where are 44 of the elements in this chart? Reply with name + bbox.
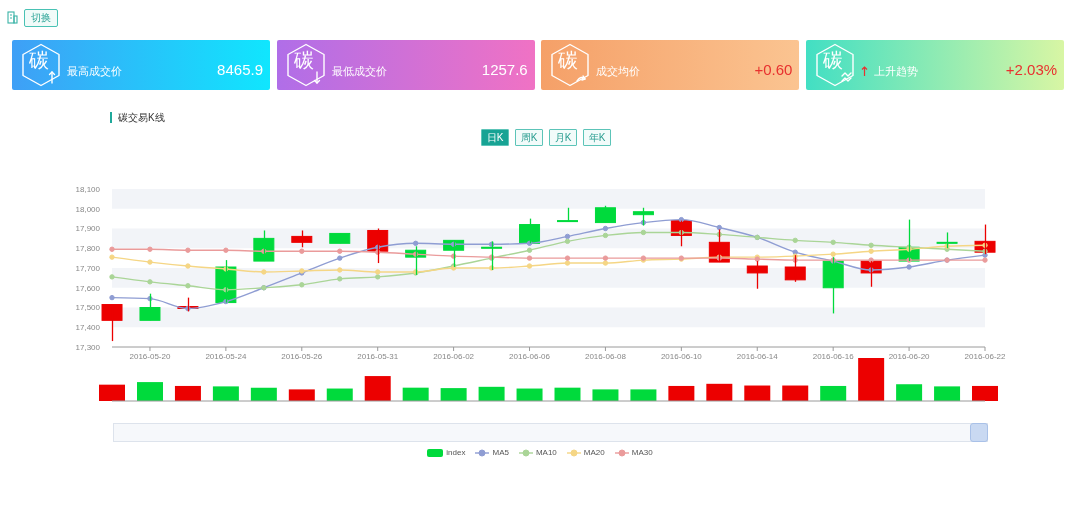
x-tick-label: 2016-06-02: [433, 351, 475, 361]
x-tick-label: 2016-05-24: [205, 351, 247, 361]
x-tick-label: 2016-05-20: [129, 351, 171, 361]
y-tick-label: 17,600: [75, 283, 101, 293]
category-label: 最高成交价: [67, 64, 122, 78]
y-tick-label: 17,500: [75, 303, 101, 313]
legend-label: MA10: [535, 447, 557, 459]
x-tick-label: 2016-06-20: [888, 351, 931, 361]
legend-label: MA30: [631, 447, 653, 459]
text: 切换: [31, 12, 51, 23]
legend-label: MA20: [583, 447, 605, 459]
text: 碳: [29, 49, 49, 71]
legend-label: index: [446, 447, 466, 459]
y-tick-label: 18,000: [75, 204, 101, 214]
text: 年K: [588, 132, 606, 143]
text: 1257.6: [481, 61, 528, 78]
x-tick-label: 2016-06-06: [509, 351, 551, 361]
x-tick-label: 2016-06-08: [584, 351, 627, 361]
text: +2.03%: [1005, 61, 1058, 78]
text: 8465.9: [217, 61, 263, 78]
text: 日K: [486, 132, 504, 143]
x-tick-label: 2016-06-22: [964, 351, 1007, 361]
y-tick-label: 17,300: [75, 342, 101, 352]
y-tick-label: 17,400: [75, 323, 101, 333]
text: 月K: [554, 132, 572, 143]
text: 碳: [293, 49, 314, 71]
text: 碳: [823, 49, 844, 71]
y-tick-label: 17,800: [75, 244, 101, 254]
y-tick-label: 17,900: [75, 224, 101, 234]
category-label: 上升趋势: [874, 64, 919, 78]
x-tick-label: 2016-05-26: [281, 351, 323, 361]
y-tick-label: 18,100: [75, 184, 101, 194]
category-label: 成交均价: [596, 64, 641, 78]
x-tick-label: 2016-06-10: [660, 351, 703, 361]
y-tick-label: 17,700: [75, 263, 101, 273]
legend-label: MA5: [492, 447, 509, 459]
category-label: 最低成交价: [331, 64, 387, 78]
text: 碳: [558, 49, 579, 71]
x-tick-label: 2016-06-16: [812, 351, 855, 361]
x-tick-label: 2016-05-31: [357, 351, 399, 361]
text: 周K: [520, 132, 538, 143]
x-tick-label: 2016-06-14: [736, 351, 779, 361]
chart-title: 碳交易K线: [118, 112, 165, 123]
text: +0.60: [754, 61, 793, 78]
